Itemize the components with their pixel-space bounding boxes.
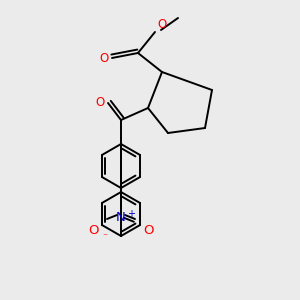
- Text: ⁻: ⁻: [102, 232, 108, 242]
- Text: O: O: [100, 52, 109, 64]
- Text: O: O: [88, 224, 99, 237]
- Text: O: O: [157, 18, 166, 31]
- Text: O: O: [143, 224, 154, 237]
- Text: O: O: [96, 95, 105, 109]
- Text: N: N: [116, 211, 126, 224]
- Text: +: +: [127, 209, 135, 219]
